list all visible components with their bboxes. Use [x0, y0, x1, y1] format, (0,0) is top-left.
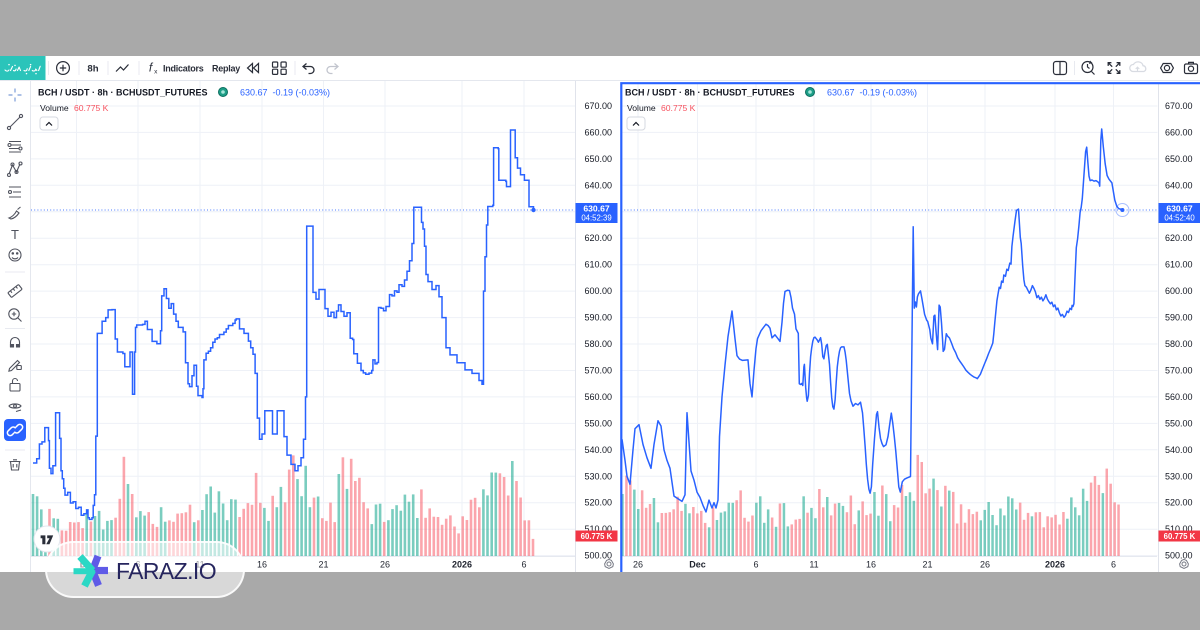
svg-text:6: 6 [1111, 560, 1116, 570]
svg-text:Volume: Volume [627, 103, 656, 113]
svg-text:530.00: 530.00 [584, 471, 612, 481]
svg-text:620.00: 620.00 [1165, 233, 1193, 243]
svg-text:T: T [11, 227, 19, 242]
svg-text:BCH / USDT · 8h · BCHUSDT_FUTU: BCH / USDT · 8h · BCHUSDT_FUTURES [38, 88, 208, 98]
svg-text:BCH / USDT · 8h · BCHUSDT_FUTU: BCH / USDT · 8h · BCHUSDT_FUTURES [625, 88, 795, 98]
svg-text:f: f [149, 61, 154, 75]
svg-text:610.00: 610.00 [584, 260, 612, 270]
svg-text:520.00: 520.00 [1165, 498, 1193, 508]
svg-text:60.775 K: 60.775 K [661, 103, 696, 113]
svg-text:510.00: 510.00 [584, 524, 612, 534]
svg-text:26: 26 [380, 560, 390, 570]
svg-text:04:52:40: 04:52:40 [1164, 214, 1195, 223]
svg-text:600.00: 600.00 [584, 286, 612, 296]
svg-text:Indicators: Indicators [163, 63, 204, 73]
svg-text:560.00: 560.00 [584, 392, 612, 402]
svg-text:Replay: Replay [212, 63, 240, 73]
svg-text:630.67: 630.67 [583, 204, 610, 214]
svg-text:x: x [154, 69, 158, 76]
svg-text:560.00: 560.00 [1165, 392, 1193, 402]
svg-text:670.00: 670.00 [1165, 101, 1193, 111]
svg-text:60.775 K: 60.775 K [581, 532, 613, 541]
svg-text:590.00: 590.00 [1165, 313, 1193, 323]
svg-text:2026: 2026 [1045, 560, 1065, 570]
svg-text:Dec: Dec [689, 560, 706, 570]
svg-text:570.00: 570.00 [584, 366, 612, 376]
svg-text:6: 6 [521, 560, 526, 570]
svg-text:670.00: 670.00 [584, 101, 612, 111]
svg-text:26: 26 [633, 560, 643, 570]
svg-text:26: 26 [980, 560, 990, 570]
svg-text:630.67 -0.19 (-0.03%): 630.67 -0.19 (-0.03%) [240, 88, 330, 98]
svg-text:580.00: 580.00 [1165, 339, 1193, 349]
svg-text:570.00: 570.00 [1165, 366, 1193, 376]
svg-text:660.00: 660.00 [1165, 127, 1193, 137]
svg-text:580.00: 580.00 [584, 339, 612, 349]
svg-text:660.00: 660.00 [584, 127, 612, 137]
svg-text:11: 11 [809, 560, 818, 570]
svg-text:2026: 2026 [452, 560, 472, 570]
svg-text:60.775 K: 60.775 K [74, 103, 109, 113]
svg-text:630.67 -0.19 (-0.03%): 630.67 -0.19 (-0.03%) [827, 88, 917, 98]
svg-text:500.00: 500.00 [1165, 551, 1193, 561]
svg-text:640.00: 640.00 [584, 180, 612, 190]
svg-text:600.00: 600.00 [1165, 286, 1193, 296]
svg-text:650.00: 650.00 [1165, 154, 1193, 164]
svg-text:500.00: 500.00 [584, 551, 612, 561]
svg-text:510.00: 510.00 [1165, 524, 1193, 534]
svg-text:550.00: 550.00 [1165, 418, 1193, 428]
svg-text:16: 16 [257, 560, 267, 570]
svg-text:60.775 K: 60.775 K [1164, 532, 1196, 541]
svg-text:610.00: 610.00 [1165, 260, 1193, 270]
svg-text:530.00: 530.00 [1165, 471, 1193, 481]
svg-text:Volume: Volume [40, 103, 69, 113]
svg-text:630.67: 630.67 [1166, 204, 1193, 214]
svg-text:16: 16 [866, 560, 876, 570]
svg-text:8h: 8h [87, 64, 98, 75]
svg-text:650.00: 650.00 [584, 154, 612, 164]
svg-text:540.00: 540.00 [584, 445, 612, 455]
svg-text:640.00: 640.00 [1165, 180, 1193, 190]
svg-text:6: 6 [753, 560, 758, 570]
svg-text:21: 21 [922, 560, 932, 570]
svg-text:540.00: 540.00 [1165, 445, 1193, 455]
svg-text:590.00: 590.00 [584, 313, 612, 323]
svg-text:620.00: 620.00 [584, 233, 612, 243]
svg-text:520.00: 520.00 [584, 498, 612, 508]
svg-text:21: 21 [318, 560, 328, 570]
svg-text:04:52:39: 04:52:39 [581, 214, 611, 223]
svg-text:550.00: 550.00 [584, 418, 612, 428]
